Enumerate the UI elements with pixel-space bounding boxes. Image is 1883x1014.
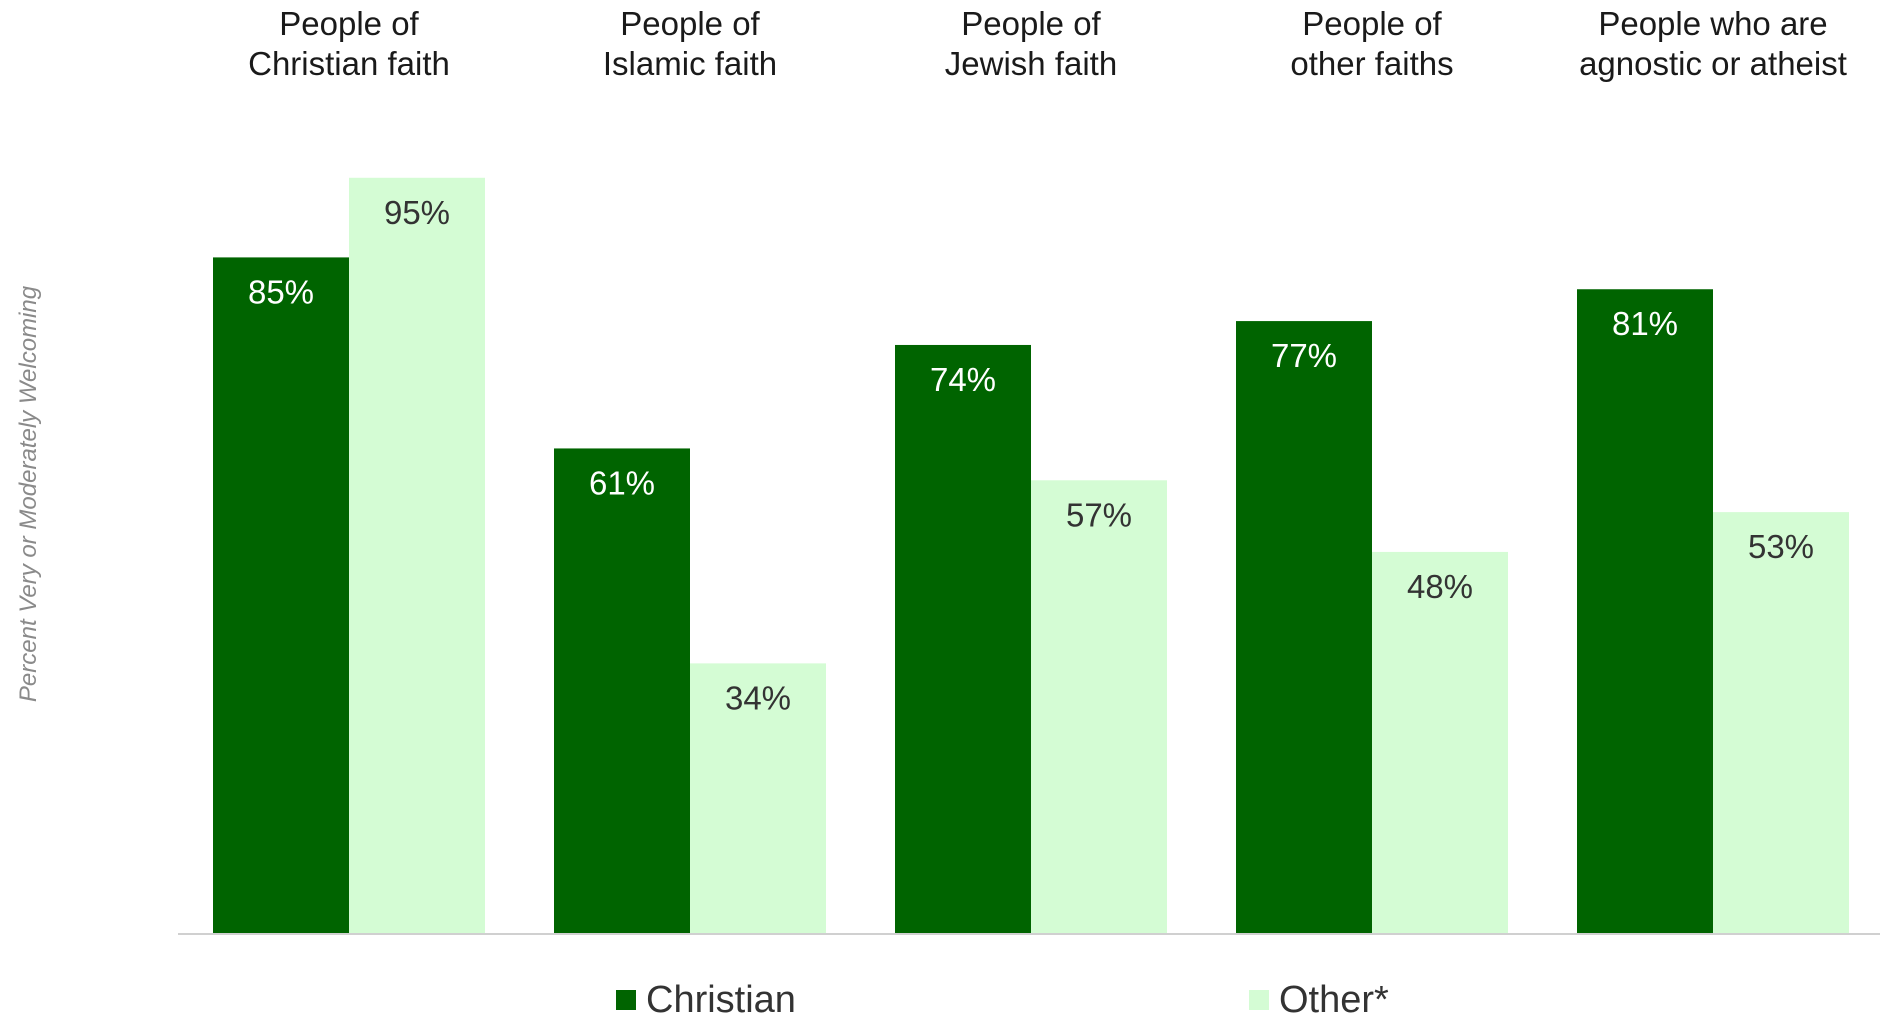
bar xyxy=(1577,289,1713,934)
bar xyxy=(1236,321,1372,935)
data-label: 85% xyxy=(248,273,314,310)
data-label: 57% xyxy=(1066,496,1132,533)
data-label: 95% xyxy=(384,194,450,231)
category-label: People of Christian faith xyxy=(248,5,450,82)
data-label: 81% xyxy=(1612,305,1678,342)
legend-label: Other* xyxy=(1279,979,1389,1014)
bar xyxy=(349,177,485,935)
bar xyxy=(690,663,826,934)
bar xyxy=(554,448,690,934)
data-label: 74% xyxy=(930,361,996,398)
legend-label: Christian xyxy=(646,979,796,1014)
data-label: 61% xyxy=(589,464,655,501)
bar xyxy=(1713,512,1849,934)
y-axis-label: Percent Very or Moderately Welcoming xyxy=(15,285,42,702)
legend-swatch xyxy=(616,990,636,1010)
data-label: 53% xyxy=(1748,528,1814,565)
category-label: People of Jewish faith xyxy=(945,5,1117,82)
bar xyxy=(1372,551,1508,934)
data-label: 34% xyxy=(725,679,791,716)
bar xyxy=(1031,480,1167,934)
category-label: People of Islamic faith xyxy=(603,5,777,82)
category-label: People of other faiths xyxy=(1290,5,1453,82)
data-label: 77% xyxy=(1271,337,1337,374)
bar xyxy=(213,257,349,934)
legend-swatch xyxy=(1249,990,1269,1010)
data-label: 48% xyxy=(1407,568,1473,605)
bar xyxy=(895,344,1031,935)
category-label: People who are agnostic or atheist xyxy=(1579,5,1847,82)
